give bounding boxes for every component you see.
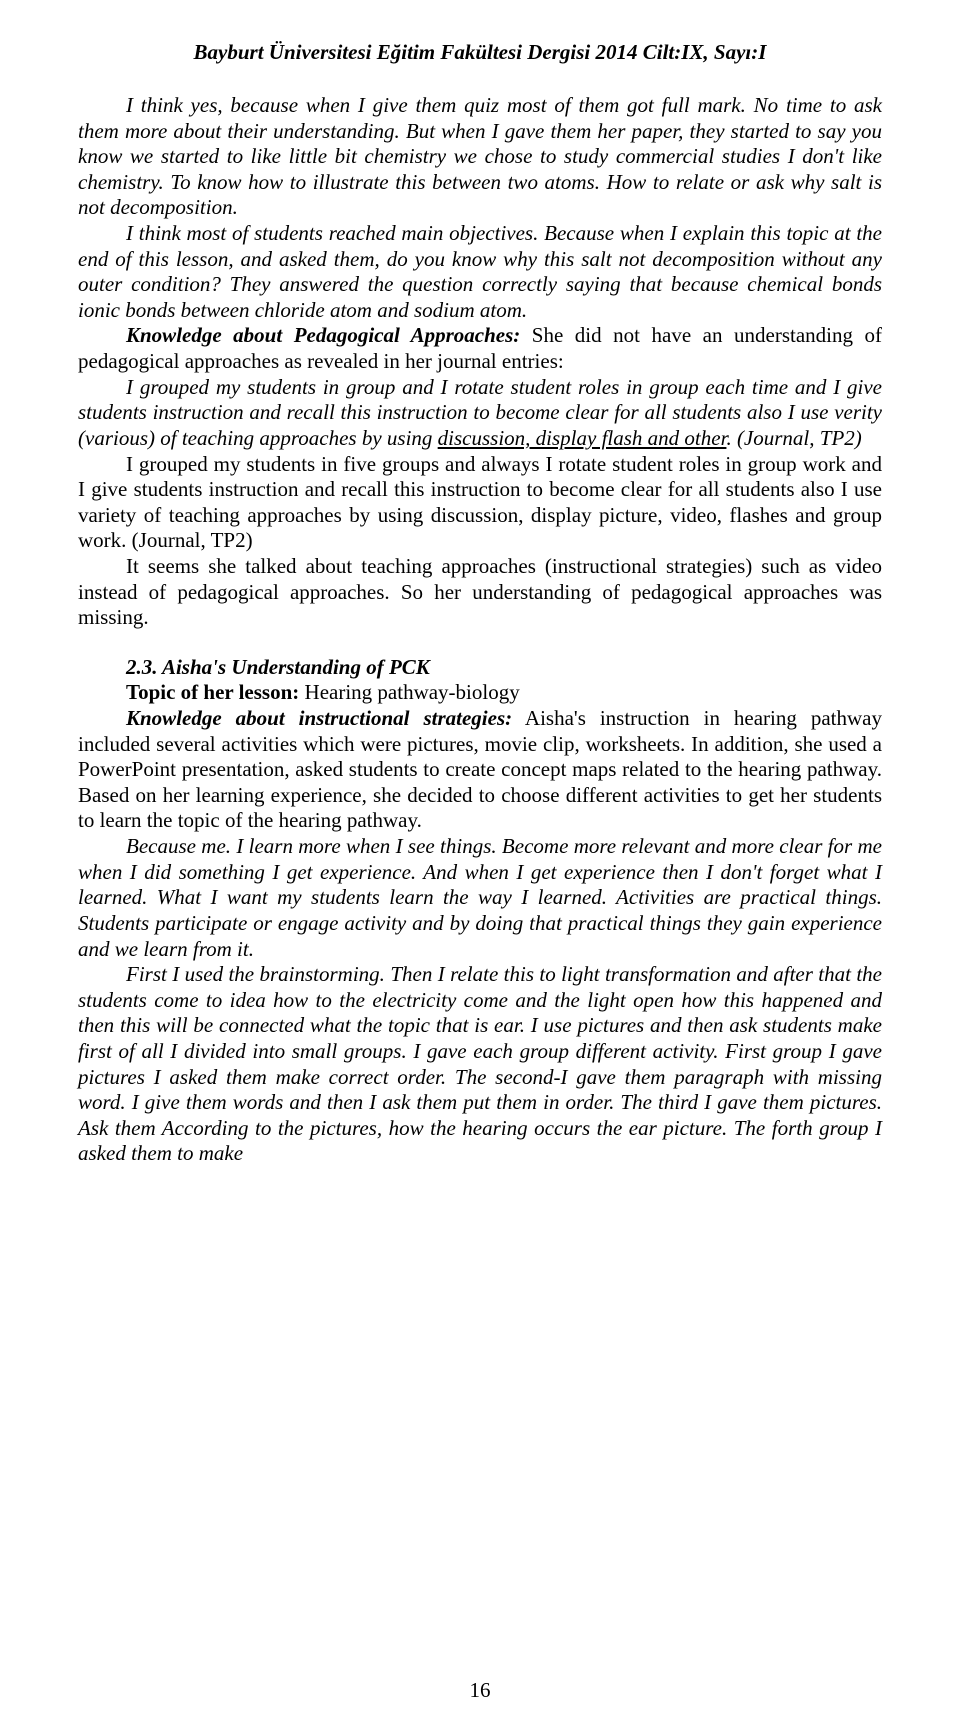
quote-text-b: . (Journal, TP2) — [726, 426, 861, 450]
page-number: 16 — [0, 1678, 960, 1703]
paragraph-pedagogical-approaches: Knowledge about Pedagogical Approaches: … — [78, 323, 882, 374]
paragraph-instructional-strategies: Knowledge about instructional strategies… — [78, 706, 882, 834]
topic-value: Hearing pathway-biology — [305, 680, 520, 704]
document-page: Bayburt Üniversitesi Eğitim Fakültesi De… — [0, 0, 960, 1733]
quote-paragraph-3: I grouped my students in group and I rot… — [78, 375, 882, 452]
topic-label: Topic of her lesson: — [126, 680, 305, 704]
paragraph-grouping: I grouped my students in five groups and… — [78, 452, 882, 554]
section-heading-2-3: 2.3. Aisha's Understanding of PCK — [78, 655, 882, 681]
underlined-phrase: discussion, display flash and other — [438, 426, 727, 450]
quote-paragraph-1: I think yes, because when I give them qu… — [78, 93, 882, 221]
inline-heading-instructional: Knowledge about instructional strategies… — [126, 706, 512, 730]
quote-paragraph-2: I think most of students reached main ob… — [78, 221, 882, 323]
paragraph-conclusion: It seems she talked about teaching appro… — [78, 554, 882, 631]
quote-paragraph-5: First I used the brainstorming. Then I r… — [78, 962, 882, 1167]
topic-line: Topic of her lesson: Hearing pathway-bio… — [78, 680, 882, 706]
running-header: Bayburt Üniversitesi Eğitim Fakültesi De… — [78, 40, 882, 65]
section-spacer — [78, 631, 882, 655]
quote-paragraph-4: Because me. I learn more when I see thin… — [78, 834, 882, 962]
inline-heading-pedagogical: Knowledge about Pedagogical Approaches: — [126, 323, 520, 347]
